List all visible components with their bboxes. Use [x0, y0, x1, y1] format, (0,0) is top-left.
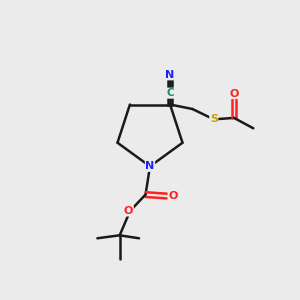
Text: S: S: [210, 114, 218, 124]
Text: O: O: [124, 206, 133, 216]
Text: O: O: [168, 191, 178, 201]
Text: O: O: [229, 88, 239, 98]
Text: N: N: [146, 161, 154, 171]
Text: C: C: [166, 88, 174, 98]
Text: N: N: [166, 70, 175, 80]
